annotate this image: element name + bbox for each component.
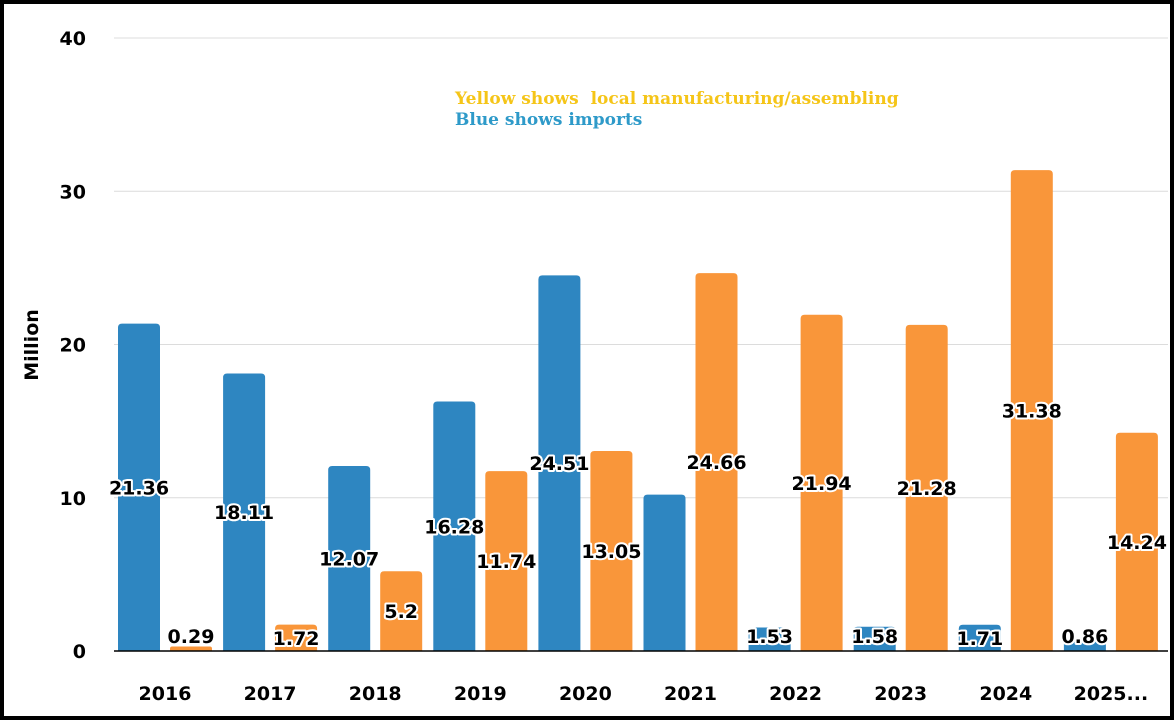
data-label: 14.24: [1107, 532, 1167, 554]
data-label: 12.07: [319, 549, 379, 571]
bar-imports-2024: [958, 624, 1001, 651]
y-tick-label: 0: [73, 641, 86, 663]
data-label: 1.53: [746, 626, 793, 648]
data-label: 0.29: [168, 626, 215, 648]
data-label: 0.86: [1061, 626, 1108, 648]
data-label: 24.51: [529, 453, 589, 475]
y-tick-label: 20: [60, 335, 86, 357]
bars: [118, 170, 1158, 651]
data-label: 21.36: [109, 477, 169, 499]
y-tick-label: 40: [60, 28, 86, 50]
x-tick-label: 2022: [769, 683, 822, 705]
data-label: 5.2: [384, 601, 418, 623]
bar-imports-2022: [748, 627, 791, 651]
x-tick-label: 2017: [244, 683, 297, 705]
gridlines: [114, 37, 1168, 499]
data-labels: 21.36 0.29 18.11 1.72 12.07 5.2 16.28 11.74 24.5…: [107, 399, 1169, 652]
x-tick-label: 2025...: [1074, 683, 1149, 705]
bar-imports-2016: [118, 323, 160, 651]
bar-imports-2017: [223, 373, 266, 651]
bar-local-2024: [1010, 170, 1053, 651]
bar-imports-2019: [433, 401, 476, 651]
data-label: 11.74: [476, 551, 536, 573]
data-label: 18.11: [214, 502, 274, 524]
bar-local-2023: [905, 324, 948, 651]
data-label: 1.72: [273, 628, 320, 650]
bar-imports-2023: [853, 626, 896, 651]
bar-imports-2025: [1063, 637, 1106, 651]
data-label: 16.28: [424, 516, 484, 538]
bar-local-2020: [590, 451, 633, 651]
data-label: 24.66: [686, 452, 746, 474]
x-tick-label: 2024: [979, 683, 1032, 705]
y-tick-label: 10: [60, 488, 86, 510]
y-axis-label: Million: [21, 309, 43, 381]
data-label: 31.38: [1002, 401, 1062, 423]
x-tick-label: 2020: [559, 683, 612, 705]
y-axis-ticks: 0 10 20 30 40: [60, 28, 86, 663]
data-label: 21.94: [792, 473, 852, 495]
x-tick-label: 2016: [139, 683, 192, 705]
x-axis-ticks: 2016 2017 2018 2019 2020 2021 2022 2023 2024 2025…: [139, 683, 1149, 705]
x-tick-label: 2023: [874, 683, 927, 705]
data-label: 13.05: [581, 541, 641, 563]
data-label: 21.28: [897, 478, 957, 500]
y-tick-label: 30: [60, 181, 86, 203]
legend-note-local: Yellow shows local manufacturing/assembl…: [454, 89, 899, 109]
bar-local-2019: [485, 471, 528, 651]
bar-local-2025: [1115, 432, 1158, 651]
bar-imports-2018: [328, 466, 371, 651]
x-tick-label: 2018: [349, 683, 402, 705]
x-tick-label: 2019: [454, 683, 507, 705]
bar-local-2016: [170, 646, 212, 651]
legend-note-imports: Blue shows imports: [455, 110, 642, 130]
bar-local-2022: [800, 314, 843, 651]
x-tick-label: 2021: [664, 683, 717, 705]
data-label: 1.58: [851, 626, 898, 648]
bar-local-2021: [695, 273, 738, 651]
bar-local-2017: [275, 624, 318, 651]
bar-imports-2021: [643, 494, 686, 651]
bar-local-2018: [380, 571, 423, 651]
bar-imports-2020: [538, 275, 581, 651]
data-label: 1.71: [956, 628, 1003, 650]
